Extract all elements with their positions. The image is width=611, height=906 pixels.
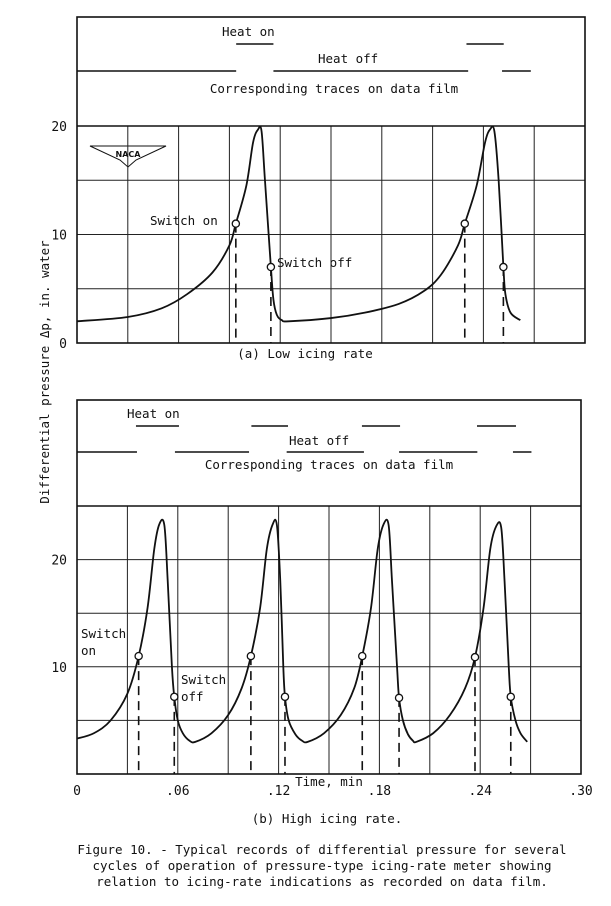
panel-b-switch-on-marker [358,651,367,661]
caption-line-1: Figure 10. - Typical records of differen… [77,842,566,857]
panel-a-switch-on-label: Switch on [150,213,218,228]
caption-line-3: relation to icing-rate indications as re… [96,874,548,889]
panel-a-switch-on-marker [231,219,241,228]
panel-b-switch-on-marker [246,651,256,661]
panel-b-trace-caption: Corresponding traces on data film [205,457,453,472]
panel-a-switch-off-marker [499,262,508,272]
panel-a-y-tick-label: 10 [51,229,67,244]
panel-b-switch-off-marker [280,692,290,702]
panel-b-switch-off-label-2: off [181,689,204,704]
panel-b-x-tick-label: .12 [267,784,290,799]
panel-b-x-tick-label: .18 [368,784,391,799]
panel-a-switch-off-label: Switch off [277,255,352,270]
panel-b-x-tick-label: 0 [73,784,81,799]
panel-a-y-tick-label: 20 [51,120,67,135]
panel-a-frame [76,16,586,344]
panel-b-switch-on-label-2: on [81,643,96,658]
panel-b-switch-on-marker [470,652,480,662]
panel-b-switch-on-marker [134,651,143,661]
panel-b-switch-off-label-1: Switch [181,672,226,687]
panel-b-x-tick-label: .24 [468,784,492,799]
panel-a-heat-on-label: Heat on [222,24,275,39]
panel-b-y-tick-label: 10 [51,661,67,676]
x-axis-label: Time, min [295,774,363,789]
panel-a-pressure-curve [76,125,521,323]
panel-b-frame [76,399,582,775]
panel-b-switch-on-label-1: Switch [81,626,126,641]
y-axis-label: Differential pressure Δp, in. water [37,240,52,504]
panel-b-y-tick-label: 20 [51,554,67,569]
panel-b-heat-on-label: Heat on [127,406,180,421]
panel-a-heat-off-label: Heat off [318,51,378,66]
caption-line-2: cycles of operation of pressure-type ici… [92,858,551,873]
panel-b-pressure-curve [76,518,528,744]
panel-a-trace-caption: Corresponding traces on data film [210,81,458,96]
panel-b-x-tick-label: .30 [569,784,592,799]
panel-b-x-tick-label: .06 [166,784,189,799]
panel-a-subtitle: (a) Low icing rate [237,346,372,361]
panel-a-switch-on-marker [460,219,470,228]
svg-text:NACA: NACA [116,150,142,159]
panel-b-subtitle: (b) High icing rate. [252,811,403,826]
panel-b-heat-off-label: Heat off [289,433,349,448]
panel-a-switch-off-marker [266,262,276,272]
panel-b-switch-off-marker [170,692,179,702]
panel-b-switch-off-marker [506,692,516,702]
panel-a-y-tick-label: 0 [59,337,67,352]
panel-b-switch-off-marker [394,693,404,703]
